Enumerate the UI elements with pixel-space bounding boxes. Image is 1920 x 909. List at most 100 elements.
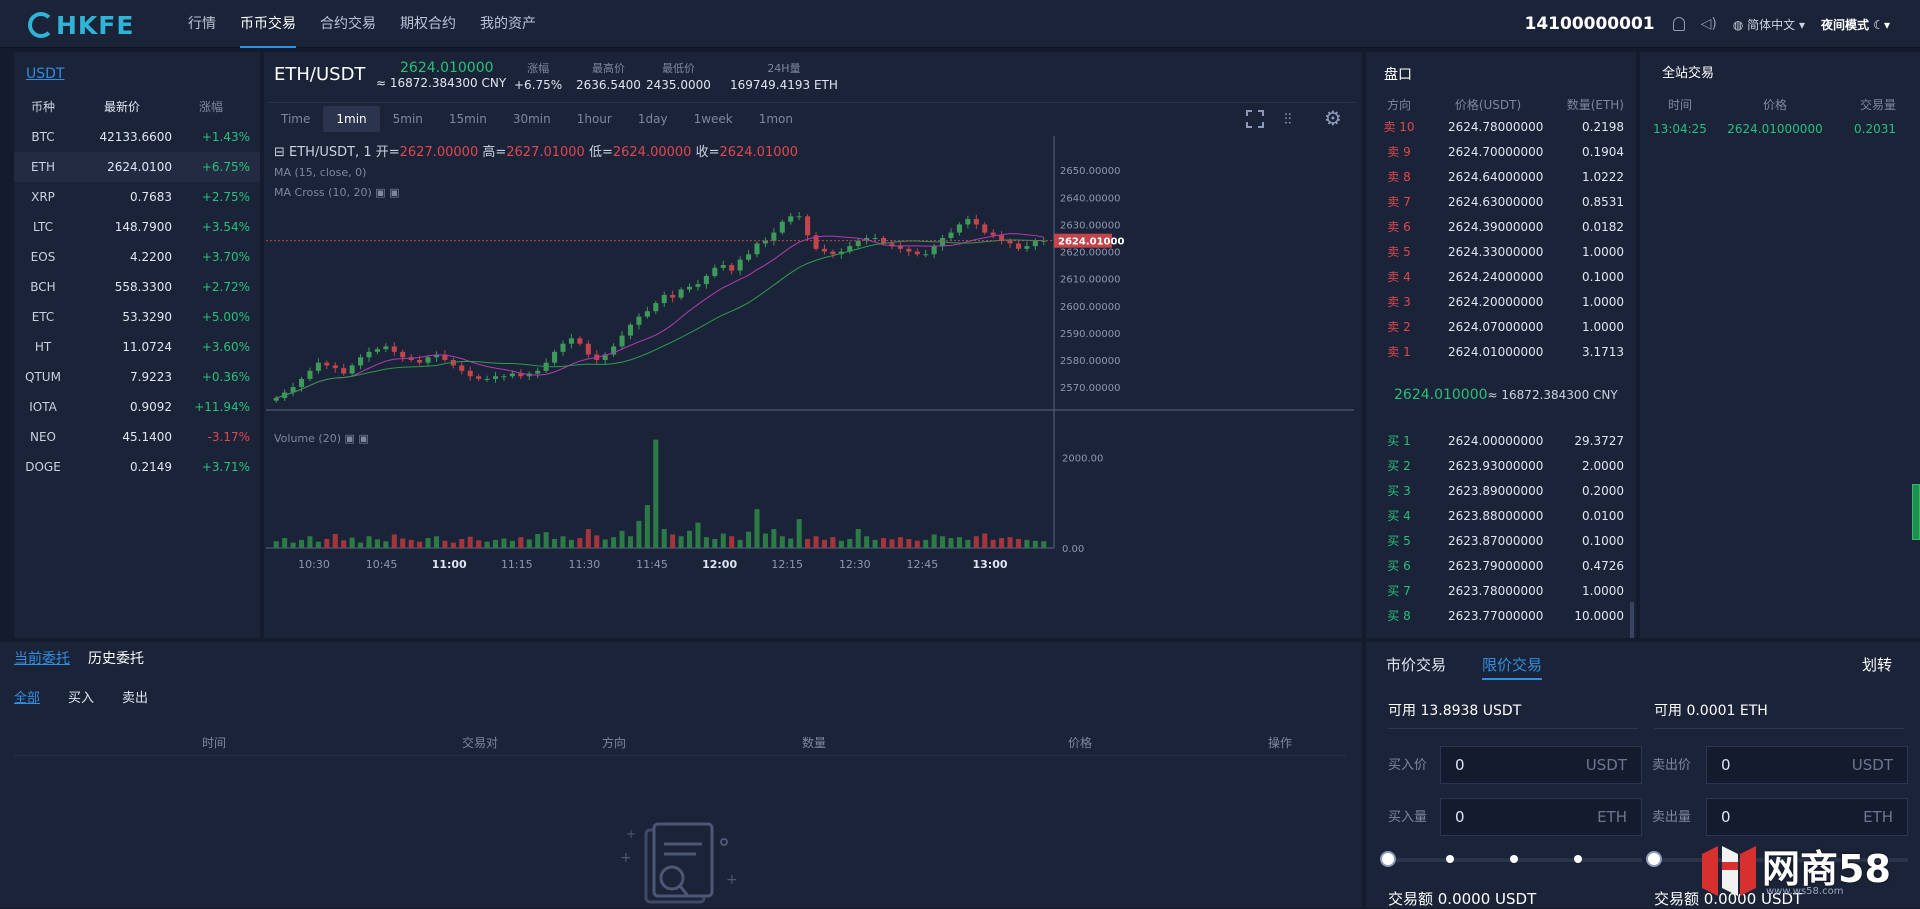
ask-row[interactable]: 卖 7 2624.63000000 0.8531: [1387, 194, 1624, 210]
bid-row[interactable]: 买 6 2623.79000000 0.4726: [1387, 558, 1624, 574]
market-row-neo[interactable]: NEO 45.1400 -3.17%: [29, 430, 250, 444]
recent-trades: 全站交易 时间 价格 交易量 13:04:25 2624.01000000 0.…: [1640, 52, 1920, 638]
volume-bar: [535, 533, 541, 548]
sell-qty-input[interactable]: 0 ETH: [1706, 798, 1908, 836]
nav-assets[interactable]: 我的资产: [480, 16, 536, 32]
volume-bar: [560, 536, 566, 548]
candle-body: [864, 238, 870, 241]
last-price-badge: [1054, 233, 1112, 248]
nav-spot[interactable]: 币币交易: [228, 0, 308, 48]
buy-qty-input[interactable]: 0 ETH: [1440, 798, 1642, 836]
market-row-eos[interactable]: EOS 4.2200 +3.70%: [30, 250, 250, 264]
sell-slider-knob[interactable]: [1646, 851, 1662, 867]
candle-body: [467, 370, 473, 377]
bid-row[interactable]: 买 5 2623.87000000 0.1000: [1387, 533, 1624, 549]
time-tick-label: 11:00: [432, 558, 467, 571]
filter-buy[interactable]: 买入: [68, 691, 95, 706]
volume-bar: [627, 536, 634, 548]
candle-body: [906, 248, 912, 252]
account-id[interactable]: 14100000001: [1524, 14, 1655, 34]
candle-body: [374, 349, 380, 352]
bid-row[interactable]: 买 7 2623.78000000 1.0000: [1387, 583, 1624, 599]
bid-row[interactable]: 买 1 2624.00000000 29.3727: [1387, 433, 1624, 449]
candle-body: [484, 378, 490, 380]
market-row-etc[interactable]: ETC 53.3290 +5.00%: [31, 310, 250, 324]
logo[interactable]: HKFE: [28, 10, 134, 40]
interval-1min[interactable]: 1min: [323, 105, 380, 132]
volume-bar: [956, 537, 962, 548]
candle-body: [670, 294, 676, 298]
ask-row[interactable]: 卖 6 2624.39000000 0.0182: [1387, 219, 1624, 235]
nav-contract[interactable]: 合约交易: [320, 16, 376, 32]
interval-time[interactable]: Time: [281, 111, 311, 126]
ask-row[interactable]: 卖 1 2624.01000000 3.1713: [1387, 344, 1624, 360]
ask-row[interactable]: 卖 10 2624.78000000 0.2198: [1383, 119, 1624, 135]
interval-15min[interactable]: 15min: [448, 111, 487, 126]
interval-1week[interactable]: 1week: [693, 111, 733, 126]
time-tick-label: 10:45: [366, 558, 398, 571]
tab-market-trade[interactable]: 市价交易: [1386, 656, 1447, 674]
interval-1mon[interactable]: 1mon: [758, 111, 794, 126]
market-row-iota[interactable]: IOTA 0.9092 +11.94%: [29, 400, 250, 414]
interval-5min[interactable]: 5min: [392, 111, 423, 126]
candlestick-chart[interactable]: 2650.00000 2640.00000 2630.00000 2620.00000…: [264, 136, 1362, 638]
ask-row[interactable]: 卖 9 2624.70000000 0.1904: [1387, 144, 1624, 160]
trade-form-tabs: 市价交易 限价交易: [1386, 654, 1543, 680]
orders-table-header: 时间 交易对 方向 数量 价格 操作: [14, 730, 1346, 756]
speaker-icon[interactable]: ◁): [1700, 16, 1717, 32]
market-row-eth[interactable]: ETH 2624.0100 +6.75%: [14, 152, 260, 182]
indicator-icon[interactable]: ⫶⫶: [1284, 110, 1292, 128]
language-select[interactable]: ◍ 简体中文 ▾: [1732, 17, 1806, 32]
market-row-ht[interactable]: HT 11.0724 +3.60%: [34, 340, 250, 354]
fullscreen-icon[interactable]: [1246, 110, 1264, 128]
volume-bar: [686, 530, 693, 548]
bid-row[interactable]: 买 4 2623.88000000 0.0100: [1387, 508, 1624, 524]
user-icon[interactable]: [1672, 17, 1685, 31]
ask-row[interactable]: 卖 5 2624.33000000 1.0000: [1387, 244, 1624, 260]
filter-sell[interactable]: 卖出: [122, 691, 149, 706]
candle-body: [349, 365, 355, 374]
ask-row[interactable]: 卖 4 2624.24000000 0.1000: [1387, 269, 1624, 285]
candle-body: [298, 378, 305, 388]
bid-row[interactable]: 买 2 2623.93000000 2.0000: [1387, 458, 1624, 474]
nav-market[interactable]: 行情: [188, 16, 216, 32]
ask-row[interactable]: 卖 3 2624.20000000 1.0000: [1387, 294, 1624, 310]
interval-1hour[interactable]: 1hour: [576, 111, 612, 126]
market-row-bch[interactable]: BCH 558.3300 +2.72%: [30, 280, 250, 294]
market-row-doge[interactable]: DOGE 0.2149 +3.71%: [25, 460, 250, 474]
candle-body: [290, 387, 296, 393]
tab-current-orders[interactable]: 当前委托: [14, 651, 70, 667]
tab-history-orders[interactable]: 历史委托: [88, 651, 144, 667]
buy-slider-knob[interactable]: [1380, 851, 1396, 867]
volume-tick-label: 2000.00: [1062, 454, 1103, 465]
interval-30min[interactable]: 30min: [512, 111, 551, 126]
candle-body: [568, 338, 574, 344]
candle-body: [729, 265, 735, 271]
market-row-ltc[interactable]: LTC 148.7900 +3.54%: [32, 220, 250, 234]
ask-row[interactable]: 卖 8 2624.64000000 1.0222: [1387, 169, 1624, 185]
market-row-xrp[interactable]: XRP 0.7683 +2.75%: [31, 190, 250, 204]
sell-percent-slider[interactable]: [1646, 851, 1908, 867]
market-row-btc[interactable]: BTC 42133.6600 +1.43%: [31, 130, 250, 144]
orders-panel: 当前委托 历史委托 全部 买入 卖出 时间 交易对 方向 数量 价格 操作 + …: [0, 642, 1362, 908]
sell-price-input[interactable]: 0 USDT: [1706, 746, 1908, 784]
nav-options[interactable]: 期权合约: [400, 16, 456, 32]
night-mode-toggle[interactable]: 夜间模式 ☾▾: [1821, 17, 1890, 32]
market-row-qtum[interactable]: QTUM 7.9223 +0.36%: [25, 370, 250, 384]
filter-all[interactable]: 全部: [14, 691, 41, 706]
bid-row[interactable]: 买 3 2623.89000000 0.2000: [1387, 483, 1624, 499]
buy-price-input[interactable]: 0 USDT: [1440, 746, 1642, 784]
interval-1day[interactable]: 1day: [637, 111, 668, 126]
volume-bar: [366, 536, 372, 548]
buy-percent-slider[interactable]: [1380, 851, 1642, 867]
tab-limit-trade[interactable]: 限价交易: [1482, 654, 1543, 680]
bid-row[interactable]: 买 8 2623.77000000 10.0000: [1387, 608, 1624, 624]
ask-row[interactable]: 卖 2 2624.07000000 1.0000: [1387, 319, 1624, 335]
orderbook-scrollbar[interactable]: [1630, 602, 1634, 638]
tab-usdt[interactable]: USDT: [26, 66, 65, 82]
transfer-button[interactable]: 划转: [1861, 656, 1892, 674]
candle-body: [1024, 246, 1030, 249]
ohlc-legend: ⊟ ETH/USDT, 1 开=2627.00000 高=2627.01000 …: [274, 144, 798, 160]
volume-bar: [577, 538, 583, 548]
settings-gear-icon[interactable]: ⚙: [1324, 106, 1342, 130]
